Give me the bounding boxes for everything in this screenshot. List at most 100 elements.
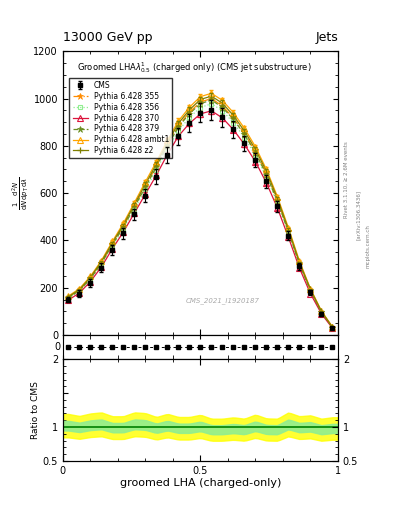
Pythia 6.428 z2 (242, 128, 247, 134)
Pythia 6.428 355 (121, 223, 126, 229)
Pythia 6.428 370 (176, 133, 181, 139)
Pythia 6.428 379 (176, 124, 181, 130)
Pythia 6.428 ambt1 (264, 166, 269, 173)
Pythia 6.428 370 (77, 290, 82, 296)
Pythia 6.428 z2 (253, 146, 258, 153)
Pythia 6.428 370 (165, 151, 170, 157)
Pythia 6.428 z2 (99, 259, 104, 265)
Pythia 6.428 370 (66, 297, 71, 303)
Pythia 6.428 355 (88, 275, 93, 282)
Pythia 6.428 z2 (121, 222, 126, 228)
Pythia 6.428 z2 (154, 161, 159, 167)
Pythia 6.428 356 (253, 152, 258, 158)
Pythia 6.428 355 (77, 287, 82, 293)
Pythia 6.428 379 (209, 97, 214, 103)
Pythia 6.428 z2 (286, 226, 291, 232)
Pythia 6.428 356 (308, 288, 313, 294)
Pythia 6.428 ambt1 (154, 159, 159, 165)
Pythia 6.428 355 (110, 241, 115, 247)
Text: 0: 0 (54, 342, 60, 352)
Pythia 6.428 z2 (176, 120, 181, 126)
Pythia 6.428 355 (154, 163, 159, 169)
Pythia 6.428 370 (99, 264, 104, 270)
Line: Pythia 6.428 ambt1: Pythia 6.428 ambt1 (66, 91, 335, 330)
Text: CMS_2021_I1920187: CMS_2021_I1920187 (185, 297, 259, 305)
Pythia 6.428 355 (66, 294, 71, 301)
Pythia 6.428 356 (242, 135, 247, 141)
Pythia 6.428 379 (308, 288, 313, 294)
Pythia 6.428 356 (275, 201, 280, 207)
Pythia 6.428 z2 (231, 113, 236, 119)
Pythia 6.428 379 (253, 150, 258, 156)
Pythia 6.428 370 (88, 279, 93, 285)
Pythia 6.428 z2 (187, 107, 192, 113)
Text: Rivet 3.1.10, ≥ 2.6M events: Rivet 3.1.10, ≥ 2.6M events (344, 141, 349, 218)
Pythia 6.428 370 (110, 246, 115, 252)
Pythia 6.428 ambt1 (220, 97, 225, 103)
Pythia 6.428 370 (209, 108, 214, 114)
Pythia 6.428 z2 (275, 196, 280, 202)
Pythia 6.428 ambt1 (165, 137, 170, 143)
Pythia 6.428 379 (242, 132, 247, 138)
Pythia 6.428 370 (198, 111, 203, 117)
Pythia 6.428 379 (220, 104, 225, 111)
Pythia 6.428 z2 (198, 96, 203, 102)
Pythia 6.428 370 (330, 325, 335, 331)
Pythia 6.428 356 (297, 262, 302, 268)
Pythia 6.428 355 (253, 148, 258, 155)
Pythia 6.428 370 (275, 205, 280, 211)
Pythia 6.428 356 (330, 325, 335, 331)
Pythia 6.428 356 (198, 104, 203, 111)
Pythia 6.428 z2 (330, 324, 335, 330)
Pythia 6.428 370 (220, 115, 225, 121)
Pythia 6.428 370 (231, 126, 236, 133)
Pythia 6.428 379 (264, 172, 269, 178)
Pythia 6.428 370 (154, 172, 159, 178)
Line: Pythia 6.428 370: Pythia 6.428 370 (66, 108, 335, 331)
Pythia 6.428 379 (297, 261, 302, 267)
Pythia 6.428 ambt1 (66, 293, 71, 299)
Pythia 6.428 z2 (88, 274, 93, 281)
Pythia 6.428 370 (242, 141, 247, 147)
Pythia 6.428 z2 (66, 294, 71, 300)
Text: Jets: Jets (315, 31, 338, 44)
Y-axis label: $\frac{1}{\mathrm{d}N}\frac{\mathrm{d}^2 N}{\mathrm{d}p_\mathrm{T}\,\mathrm{d}\l: $\frac{1}{\mathrm{d}N}\frac{\mathrm{d}^2… (10, 176, 31, 210)
Pythia 6.428 z2 (319, 308, 324, 314)
Pythia 6.428 379 (275, 198, 280, 204)
Pythia 6.428 356 (77, 288, 82, 294)
Pythia 6.428 ambt1 (286, 225, 291, 231)
Pythia 6.428 356 (165, 146, 170, 152)
Pythia 6.428 379 (143, 184, 148, 190)
Pythia 6.428 z2 (297, 260, 302, 266)
Pythia 6.428 379 (66, 294, 71, 301)
Pythia 6.428 370 (132, 210, 137, 216)
Pythia 6.428 ambt1 (176, 118, 181, 124)
Pythia 6.428 355 (198, 99, 203, 105)
Pythia 6.428 356 (88, 276, 93, 283)
Pythia 6.428 379 (99, 260, 104, 266)
Pythia 6.428 379 (319, 309, 324, 315)
Pythia 6.428 z2 (264, 168, 269, 175)
Pythia 6.428 355 (275, 198, 280, 204)
Pythia 6.428 356 (143, 186, 148, 193)
Pythia 6.428 379 (132, 204, 137, 210)
Pythia 6.428 379 (187, 111, 192, 117)
Line: Pythia 6.428 356: Pythia 6.428 356 (66, 101, 335, 330)
Pythia 6.428 370 (297, 265, 302, 271)
Text: mcplots.cern.ch: mcplots.cern.ch (365, 224, 371, 268)
Pythia 6.428 ambt1 (231, 110, 236, 116)
Pythia 6.428 ambt1 (88, 273, 93, 280)
Pythia 6.428 z2 (132, 201, 137, 207)
Pythia 6.428 355 (231, 115, 236, 121)
Pythia 6.428 ambt1 (275, 194, 280, 200)
Text: 13000 GeV pp: 13000 GeV pp (63, 31, 152, 44)
Pythia 6.428 355 (319, 309, 324, 315)
Pythia 6.428 379 (154, 164, 159, 170)
Pythia 6.428 z2 (110, 240, 115, 246)
Y-axis label: Ratio to CMS: Ratio to CMS (31, 381, 40, 439)
Pythia 6.428 379 (330, 325, 335, 331)
Pythia 6.428 356 (286, 230, 291, 237)
Pythia 6.428 355 (308, 287, 313, 293)
Pythia 6.428 355 (220, 103, 225, 109)
Pythia 6.428 370 (121, 229, 126, 235)
